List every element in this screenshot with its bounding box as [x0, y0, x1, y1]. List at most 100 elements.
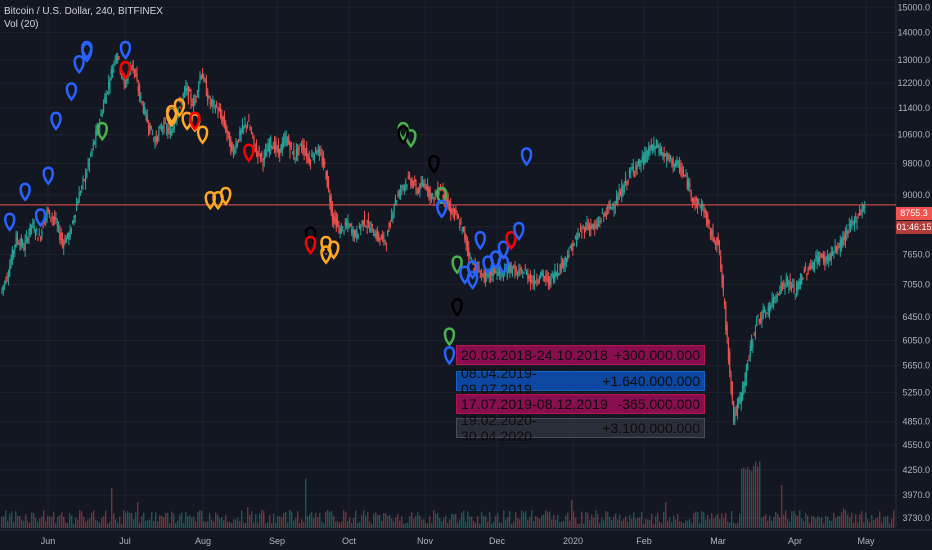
candle-body	[340, 228, 343, 234]
candle-body	[124, 84, 127, 87]
volume-bar	[577, 523, 579, 528]
volume-bar	[123, 510, 125, 528]
candle-body	[5, 280, 7, 283]
candle-body	[352, 228, 354, 236]
volume-bar	[853, 522, 855, 528]
volume-bar	[633, 512, 635, 528]
marker-pin-shape	[119, 60, 132, 81]
candle-body	[732, 400, 735, 422]
candle-body	[415, 183, 417, 191]
candle-body	[664, 155, 667, 157]
candle-body	[860, 214, 862, 216]
volume-bar	[537, 517, 539, 528]
candle-body	[118, 56, 120, 58]
candle-body	[806, 273, 808, 276]
candle-body	[114, 60, 116, 62]
volume-bar	[91, 512, 93, 528]
volume-bar	[821, 517, 823, 528]
candle-body	[392, 213, 394, 220]
volume-bar	[177, 520, 179, 528]
marker-pin-icon	[466, 260, 479, 280]
candle-body	[9, 266, 11, 276]
candle-body	[779, 290, 781, 295]
candle-body	[721, 268, 723, 283]
volume-bar	[683, 523, 685, 528]
candle-body	[720, 255, 722, 269]
candle-body	[772, 299, 775, 307]
volume-bar	[15, 511, 17, 528]
candle-body	[190, 93, 192, 103]
volume-bar	[737, 522, 739, 528]
candle-body	[110, 69, 112, 74]
candle-body	[434, 193, 436, 195]
time-tick-label: Oct	[342, 536, 357, 546]
volume-bar	[131, 512, 133, 528]
candle-body	[570, 246, 573, 251]
volume-bar	[395, 517, 397, 528]
volume-bar	[657, 512, 659, 528]
candle-body	[163, 119, 165, 132]
candle-body	[736, 402, 739, 416]
volume-bar	[547, 511, 549, 528]
volume-bar	[55, 523, 57, 528]
volume-bar	[761, 517, 763, 528]
volume-bar	[631, 518, 633, 528]
candle-body	[482, 273, 484, 275]
candle-body	[563, 262, 565, 269]
candle-body	[837, 247, 839, 251]
candle-body	[551, 274, 553, 276]
candle-body	[594, 225, 596, 229]
candle-body	[430, 193, 433, 199]
candle-body	[610, 207, 613, 209]
price-tick-label: 4850.0	[902, 417, 930, 427]
volume-bar	[701, 511, 703, 528]
volume-bar	[165, 513, 167, 528]
marker-pin-icon	[243, 143, 255, 163]
volume-bar	[719, 519, 721, 528]
volume-bar	[739, 513, 741, 528]
candle-body	[754, 330, 757, 336]
price-series	[1, 52, 866, 426]
marker-pin-icon	[165, 104, 178, 125]
volume-bar	[279, 516, 281, 528]
volume-bar	[313, 517, 315, 528]
volume-bar	[841, 511, 843, 528]
marker-pin-shape	[497, 240, 510, 260]
candle-body	[552, 274, 555, 283]
marker-pin-hole	[192, 115, 197, 120]
candle-body	[312, 157, 314, 159]
volume-bar	[465, 521, 467, 528]
candle-body	[657, 145, 659, 148]
volume-bar	[73, 523, 75, 528]
candle-body	[750, 338, 753, 348]
volume-bar	[305, 478, 307, 528]
candle-body	[830, 252, 832, 261]
candle-body	[856, 217, 858, 224]
candle-body	[673, 164, 676, 167]
candle-body	[590, 225, 592, 230]
candle-body	[443, 188, 445, 202]
marker-pin-icon	[219, 186, 232, 206]
time-tick-label: Jun	[41, 536, 56, 546]
candle-body	[438, 191, 440, 195]
volume-bar	[255, 513, 257, 528]
candle-body	[789, 279, 791, 285]
candle-body	[289, 144, 291, 153]
candle-body	[72, 220, 74, 224]
candle-body	[50, 217, 52, 219]
marker-pin-shape	[65, 82, 78, 102]
volume-bar	[725, 513, 727, 528]
chart-grid	[0, 0, 932, 531]
candle-body	[662, 153, 664, 156]
volume-bar	[197, 512, 199, 528]
candle-body	[351, 228, 353, 234]
marker-pin-shape	[435, 199, 448, 219]
candle-body	[15, 234, 17, 247]
volume-bar	[199, 510, 201, 528]
candle-body	[599, 220, 601, 222]
volume-bar	[837, 516, 839, 528]
candle-body	[684, 174, 686, 176]
marker-pin-shape	[397, 125, 409, 145]
volume-bar	[105, 510, 107, 528]
